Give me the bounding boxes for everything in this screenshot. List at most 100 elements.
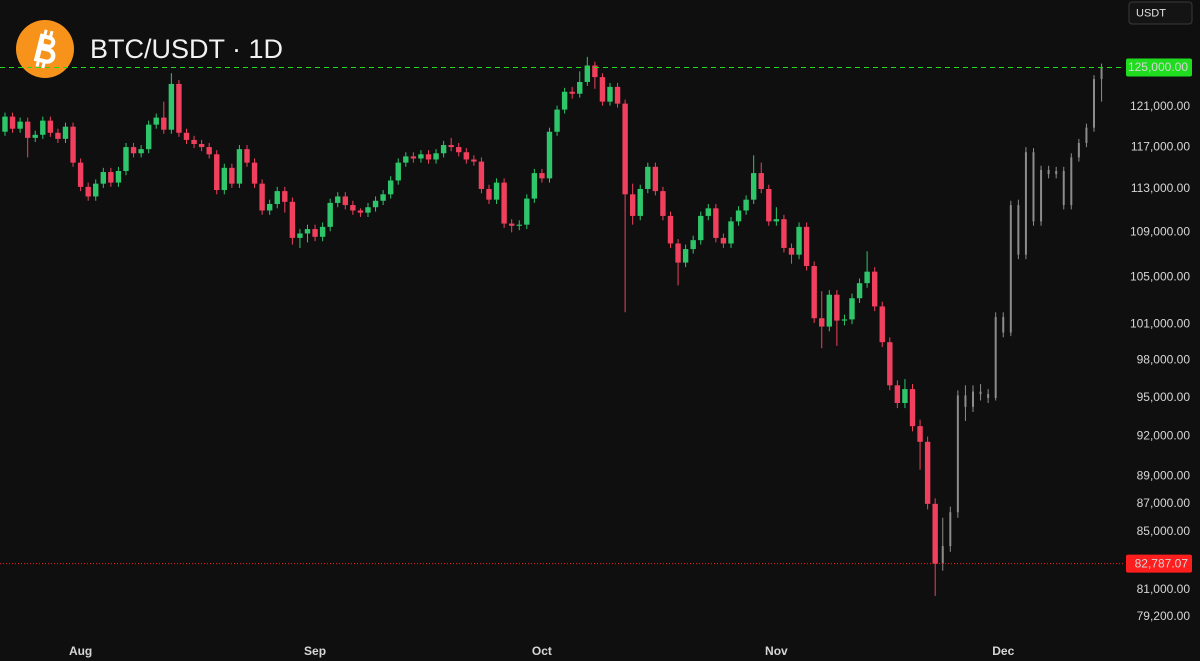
candle-body	[690, 240, 696, 250]
candle-body	[577, 81, 583, 94]
candle-body	[941, 546, 944, 564]
candle-body	[282, 191, 288, 202]
candle-body	[486, 188, 492, 200]
candle-body	[403, 156, 409, 163]
candle-body	[251, 162, 258, 184]
currency-label: USDT	[1136, 7, 1166, 19]
candle-body	[599, 77, 606, 102]
candle-body	[183, 132, 190, 140]
candle-body	[380, 194, 386, 201]
candle-body	[705, 208, 712, 216]
candle-body	[834, 294, 840, 321]
candle-body	[1100, 67, 1103, 80]
candle-body	[758, 173, 764, 189]
candle-body	[161, 117, 167, 130]
candle-body	[1085, 127, 1088, 143]
candle-body	[266, 203, 273, 211]
x-tick-label: Nov	[765, 644, 788, 658]
candle-body	[508, 223, 515, 226]
candle-body	[1070, 157, 1073, 206]
candle-body	[259, 183, 265, 211]
candle-body	[319, 226, 326, 237]
candle-body	[17, 121, 23, 129]
candle-body	[826, 294, 833, 327]
candle-body	[735, 210, 742, 222]
candle-body	[153, 117, 159, 125]
candle-body	[198, 144, 205, 148]
logo	[16, 20, 74, 78]
candle-body	[796, 226, 802, 255]
candle-body	[667, 215, 674, 244]
candle-body	[561, 91, 568, 110]
candle-body	[221, 167, 228, 191]
y-tick-label: 98,000.00	[1137, 353, 1191, 367]
candle-body	[956, 395, 959, 513]
candle-body	[70, 126, 76, 163]
candle-body	[964, 395, 967, 407]
candle-body	[987, 394, 990, 398]
price-label: 125,000.00	[1128, 60, 1188, 74]
price-label-bg	[1126, 554, 1192, 573]
candle-body	[909, 389, 916, 427]
y-tick-label: 101,000.00	[1130, 316, 1190, 330]
candle-body	[1032, 152, 1035, 222]
candle-body	[410, 156, 417, 159]
candle-body	[660, 191, 666, 216]
candle-body	[971, 391, 974, 407]
candle-body	[244, 149, 250, 163]
y-tick-label: 121,000.00	[1130, 99, 1190, 113]
price-label: 82,787.07	[1135, 556, 1189, 570]
candle-body	[501, 182, 507, 224]
candle-body	[856, 283, 863, 299]
candle-body	[138, 149, 144, 154]
candle-body	[1092, 79, 1095, 128]
candle-body	[418, 154, 424, 159]
candle-body	[425, 154, 432, 160]
candle-body	[236, 149, 243, 184]
candle-body	[871, 271, 878, 307]
candle-body	[456, 147, 462, 153]
candle-body	[493, 182, 500, 200]
x-tick-label: Dec	[992, 644, 1014, 658]
candle-body	[924, 441, 931, 504]
candle-body	[864, 271, 870, 284]
candle-body	[614, 86, 621, 104]
candle-body	[766, 188, 772, 222]
candle-body	[47, 120, 54, 133]
candle-body	[539, 173, 545, 179]
candle-body	[569, 91, 575, 94]
candle-body	[622, 103, 628, 195]
x-tick-label: Aug	[69, 644, 92, 658]
candle-body	[803, 226, 810, 266]
candle-body	[524, 198, 530, 225]
candle-body	[1009, 205, 1012, 333]
y-tick-label: 79,200.00	[1137, 609, 1191, 623]
candle-body	[372, 200, 379, 208]
candle-body	[1062, 170, 1065, 206]
candle-body	[1002, 317, 1005, 333]
candle-body	[902, 389, 908, 404]
candle-body	[62, 126, 69, 139]
candle-body	[327, 202, 333, 227]
candle-body	[229, 167, 235, 184]
candle-body	[85, 186, 91, 197]
candle-body	[819, 318, 825, 327]
candle-body	[387, 180, 394, 195]
candle-body	[773, 219, 780, 222]
candle-body	[440, 145, 447, 154]
candle-body	[592, 65, 598, 78]
candle-body	[1024, 152, 1027, 255]
y-tick-label: 117,000.00	[1131, 139, 1190, 153]
candle-body	[894, 385, 901, 404]
candle-body	[395, 162, 401, 181]
currency-button[interactable]	[1128, 1, 1193, 25]
candle-body	[115, 170, 122, 183]
y-tick-label: 95,000.00	[1137, 390, 1191, 404]
candle-body	[531, 173, 538, 199]
candle-body	[191, 139, 197, 145]
candle-body	[176, 83, 182, 133]
candle-body	[645, 166, 651, 189]
candle-body	[979, 391, 982, 395]
